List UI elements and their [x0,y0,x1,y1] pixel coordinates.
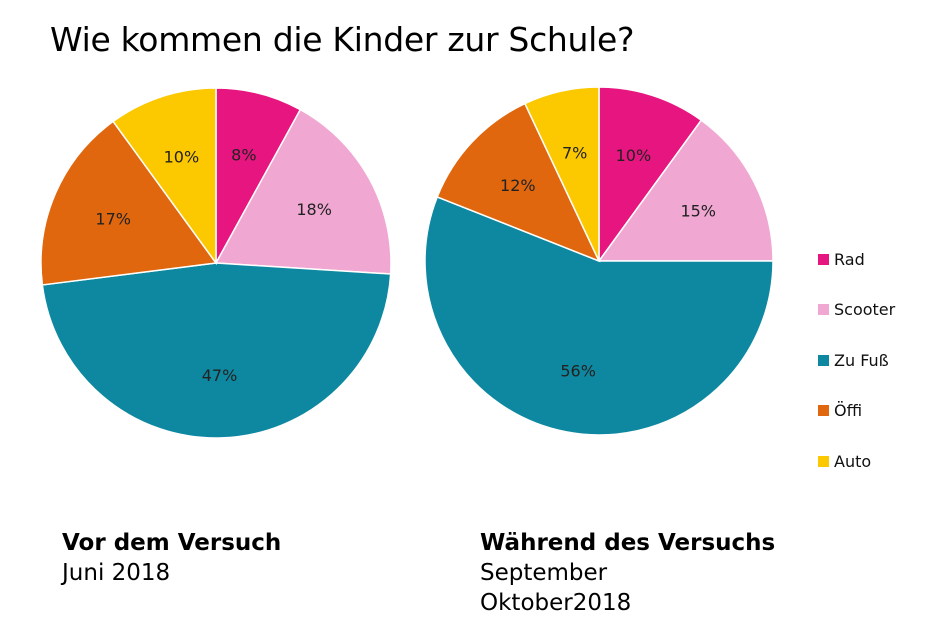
caption-date: Oktober2018 [480,590,632,616]
slice-label: 17% [95,210,131,229]
legend-item-oeffi: Öffi [818,386,895,437]
caption-before: Vor dem Versuch Juni 2018 [62,528,281,588]
legend-swatch [818,455,829,467]
slice-label: 10% [164,147,200,166]
legend-item-auto: Auto [818,436,895,487]
slice-label: 8% [231,146,256,165]
legend-label: Auto [834,451,872,471]
slice-label: 18% [296,200,332,219]
pie-slice [597,119,774,262]
slice-label: 47% [202,366,238,385]
legend-item-rad: Rad [818,234,895,285]
slice-label: 12% [500,176,536,195]
caption-heading: Vor dem Versuch [62,530,282,556]
legend-item-scooter: Scooter [818,285,895,336]
pie-slice [214,108,392,275]
legend-swatch [818,405,829,417]
caption-date: Juni 2018 [62,560,171,586]
caption-during: Während des Versuchs September Oktober20… [480,528,775,618]
pie-slice [112,87,217,266]
caption-date: September [480,560,608,586]
legend: Rad Scooter Zu Fuß Öffi Auto [818,234,895,487]
pie-before: 8% 18% 47% 17% 10% [40,87,392,439]
pie-slice [41,262,392,439]
legend-swatch [818,354,829,366]
legend-label: Öffi [834,401,863,421]
slice-label: 56% [560,361,596,380]
legend-label: Scooter [834,300,896,320]
slice-label: 10% [616,146,652,165]
slice-label: 15% [680,201,716,220]
slice-label: 7% [562,143,587,162]
legend-label: Rad [834,249,865,269]
chart-title: Wie kommen die Kinder zur Schule? [50,20,635,59]
caption-heading: Während des Versuchs [480,530,776,556]
legend-item-zu-fuss: Zu Fuß [818,335,895,386]
legend-label: Zu Fuß [834,350,889,370]
pie-slice [598,86,703,264]
pie-slice [523,86,600,262]
legend-swatch [818,304,829,316]
pie-slice [424,195,774,436]
pie-during: 10% 15% 56% 12% 7% [424,86,774,436]
pie-slice [436,102,601,263]
pie-slice [40,120,218,286]
legend-swatch [818,253,829,265]
